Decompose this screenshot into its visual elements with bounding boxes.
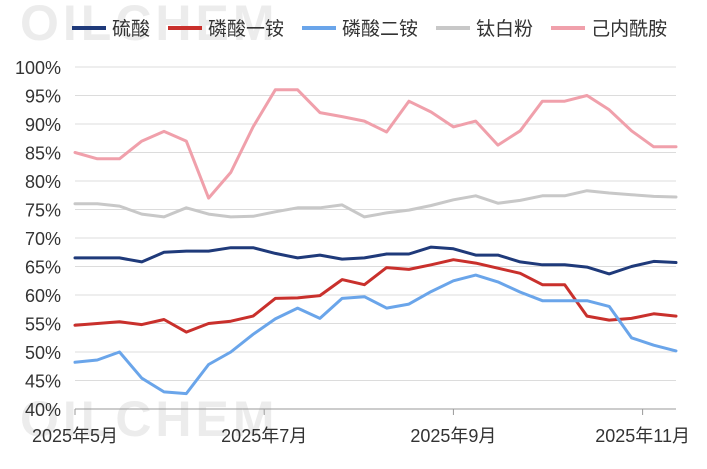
legend-label-3: 磷酸二铵 xyxy=(342,19,419,40)
legend-item-2: 磷酸一铵 xyxy=(168,14,284,41)
legend-swatch-4 xyxy=(436,25,471,30)
y-tick-label: 75% xyxy=(25,201,61,221)
legend-label-4: 钛白粉 xyxy=(476,19,534,40)
legend-item-1: 硫酸 xyxy=(72,14,150,41)
series-line-1 xyxy=(73,245,678,276)
x-tick-label: 2025年5月 xyxy=(32,426,118,446)
legend-item-3: 磷酸二铵 xyxy=(302,14,418,41)
legend-swatch-3 xyxy=(302,25,337,30)
y-tick-label: 40% xyxy=(25,400,61,420)
legend-item-5: 己内酰胺 xyxy=(551,14,667,41)
y-tick-label: 45% xyxy=(25,372,61,392)
legend-swatch-5 xyxy=(551,25,586,30)
chart-legend: 硫酸 磷酸一铵 磷酸二铵 钛白粉 己内酰胺 xyxy=(72,14,667,41)
y-tick-label: 50% xyxy=(25,343,61,363)
y-tick-label: 90% xyxy=(25,115,61,135)
legend-label-5: 己内酰胺 xyxy=(591,19,668,40)
watermark-top: OILCHEM xyxy=(20,0,279,51)
series-line-2 xyxy=(73,258,678,334)
x-tick-label: 2025年9月 xyxy=(410,426,496,446)
watermark-bottom: OILCHEM xyxy=(20,391,279,447)
series-line-4 xyxy=(73,189,678,219)
legend-swatch-1 xyxy=(72,25,106,30)
y-tick-label: 85% xyxy=(25,144,61,164)
y-tick-label: 70% xyxy=(25,229,61,249)
legend-label-2: 磷酸一铵 xyxy=(208,19,285,40)
legend-swatch-2 xyxy=(168,25,203,30)
x-tick-label: 2025年11月 xyxy=(595,426,690,446)
y-tick-label: 95% xyxy=(25,87,61,107)
x-tick-label: 2025年7月 xyxy=(221,426,307,446)
series-line-5 xyxy=(73,88,678,200)
y-tick-label: 55% xyxy=(25,315,61,335)
y-tick-label: 80% xyxy=(25,172,61,192)
y-tick-label: 100% xyxy=(15,58,61,78)
y-tick-label: 65% xyxy=(25,258,61,278)
legend-item-4: 钛白粉 xyxy=(436,14,533,41)
y-tick-label: 60% xyxy=(25,286,61,306)
legend-label-1: 硫酸 xyxy=(112,19,151,40)
series-line-3 xyxy=(73,273,678,396)
